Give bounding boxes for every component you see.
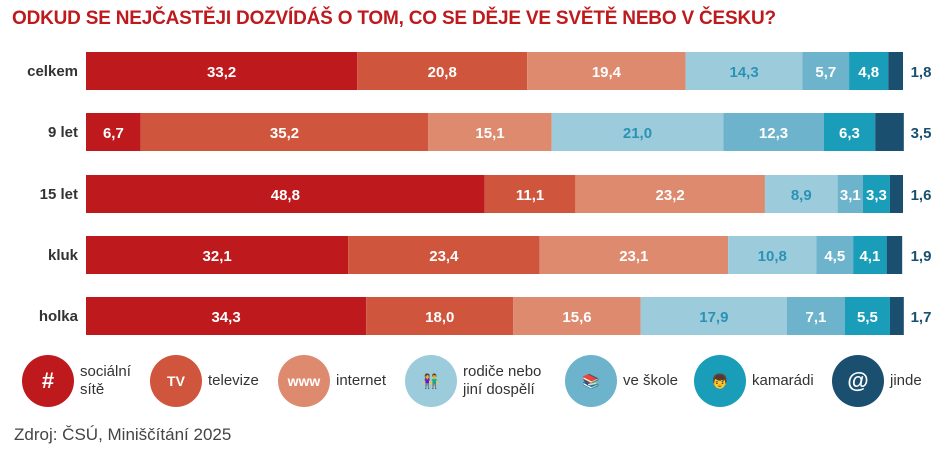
bar-segment (849, 52, 889, 90)
bar-segment (862, 175, 890, 213)
bar-segment (484, 175, 576, 213)
category-label: 9 let (48, 124, 78, 141)
data-label: 15,1 (475, 125, 504, 142)
parents-icon: 👫 (405, 355, 457, 407)
data-label: 3,5 (911, 125, 932, 142)
bar-segment (728, 236, 817, 274)
bar-segment (86, 297, 367, 335)
bar-segment (875, 113, 904, 151)
school-girl-icon: 📚 (565, 355, 617, 407)
bar-segment (348, 236, 540, 274)
data-label: 4,5 (824, 248, 845, 265)
bar-segment (140, 113, 429, 151)
legend-item: @ jinde (832, 355, 922, 407)
data-label: 14,3 (729, 64, 758, 81)
data-label: 6,7 (103, 125, 124, 142)
data-label: 23,2 (656, 187, 685, 204)
bar-segment (513, 297, 641, 335)
data-label: 20,8 (428, 64, 457, 81)
data-label: 6,3 (839, 125, 860, 142)
data-label: 1,6 (911, 187, 932, 204)
data-label: 15,6 (562, 309, 591, 326)
data-label: 4,1 (859, 248, 880, 265)
bar-segment (86, 113, 141, 151)
bar-segment (640, 297, 787, 335)
bar-segment (889, 175, 903, 213)
category-label: 15 let (40, 186, 78, 203)
data-label: 17,9 (699, 309, 728, 326)
bar-segment (86, 236, 349, 274)
data-label: 7,1 (806, 309, 827, 326)
stacked-bar-chart: celkem 33,2 20,8 19,4 14,3 5,7 4,8 1,8 9 let 6,7 3… (27, 52, 932, 335)
data-label: 5,7 (815, 64, 836, 81)
bar-segment (527, 52, 686, 90)
data-label: 32,1 (203, 248, 232, 265)
data-label: 8,9 (791, 187, 812, 204)
bar-segment (764, 175, 838, 213)
data-label: 3,1 (840, 187, 861, 204)
bar-segment (823, 113, 876, 151)
data-label: 3,3 (866, 187, 887, 204)
bar-segment (575, 175, 765, 213)
data-label: 4,8 (858, 64, 879, 81)
data-label: 35,2 (270, 125, 299, 142)
data-label: 21,0 (623, 125, 652, 142)
tv-icon: TV (150, 355, 202, 407)
data-label: 1,9 (911, 248, 932, 265)
hashtag-icon: # (22, 355, 74, 407)
bar-segment (816, 236, 854, 274)
data-label: 34,3 (212, 309, 241, 326)
bar-segment (844, 297, 890, 335)
globe-www-icon: www (278, 355, 330, 407)
data-label: 18,0 (425, 309, 454, 326)
data-label: 23,1 (619, 248, 648, 265)
legend-item: TV televize (150, 355, 259, 407)
legend-label: jinde (890, 372, 922, 389)
bar-segment (888, 52, 903, 90)
bar-segment (786, 297, 845, 335)
bar-segment (886, 236, 903, 274)
source-note: Zdroj: ČSÚ, Miniščítání 2025 (14, 425, 232, 444)
legend-item: www internet (278, 355, 386, 407)
bar-segment (889, 297, 904, 335)
bar-segment (837, 175, 863, 213)
bar-segment (685, 52, 803, 90)
data-label: 5,5 (857, 309, 878, 326)
legend-label: kamarádi (752, 372, 814, 389)
legend-label: internet (336, 372, 387, 389)
bar-segment (86, 52, 358, 90)
data-label: 10,8 (758, 248, 787, 265)
data-label: 1,8 (911, 64, 932, 81)
friends-icon: 👦 (694, 355, 746, 407)
legend-item: 👦 kamarádi (694, 355, 814, 407)
bar-segment (853, 236, 887, 274)
data-label: 48,8 (271, 187, 300, 204)
data-label: 12,3 (759, 125, 788, 142)
category-label: holka (39, 308, 79, 325)
at-icon: @ (832, 355, 884, 407)
chart-title: ODKUD SE NEJČASTĚJI DOZVÍDÁŠ O TOM, CO S… (12, 8, 776, 29)
legend-label: rodiče nebo jiní dospělí (463, 363, 542, 398)
bar-segment (86, 175, 485, 213)
bar-segment (551, 113, 724, 151)
bar-segment (723, 113, 824, 151)
data-label: 1,7 (911, 309, 932, 326)
legend-item: # sociální sítě (22, 355, 131, 407)
legend-label: sociální sítě (80, 363, 131, 398)
bar-segment (539, 236, 729, 274)
bar-segment (428, 113, 552, 151)
legend-label: televize (208, 372, 259, 389)
data-label: 19,4 (592, 64, 622, 81)
data-label: 33,2 (207, 64, 236, 81)
legend-item: 👫 rodiče nebo jiní dospělí (405, 355, 541, 407)
category-label: kluk (48, 247, 79, 264)
legend-item: 📚 ve škole (565, 355, 678, 407)
bar-segment (802, 52, 850, 90)
data-label: 11,1 (516, 187, 544, 204)
bar-segment (357, 52, 528, 90)
data-label: 23,4 (429, 248, 459, 265)
category-label: celkem (27, 63, 78, 80)
legend-label: ve škole (623, 372, 679, 389)
bar-segment (366, 297, 514, 335)
